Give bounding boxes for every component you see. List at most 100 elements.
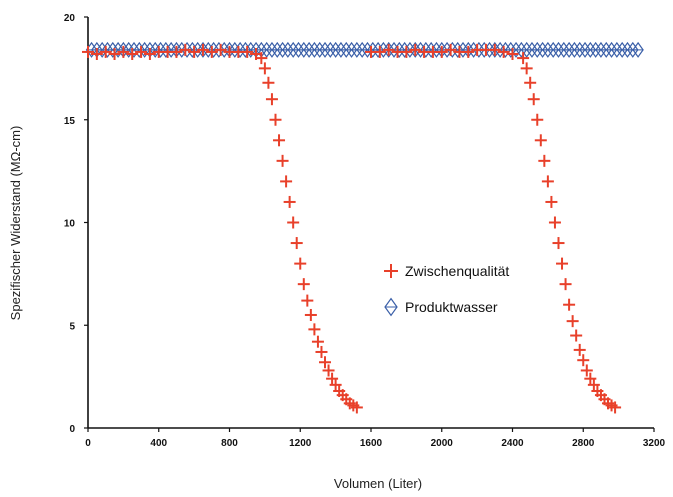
data-point: [556, 257, 569, 270]
data-point: [143, 47, 156, 60]
data-point: [265, 93, 278, 106]
legend-item: Zwischenqualität: [384, 263, 509, 279]
data-point: [566, 315, 579, 328]
data-point: [301, 294, 314, 307]
data-point: [179, 43, 192, 56]
data-point: [280, 175, 293, 188]
data-point: [545, 195, 558, 208]
data-point: [205, 45, 218, 58]
data-point: [99, 45, 112, 58]
legend-marker: [384, 297, 398, 317]
data-point: [534, 134, 547, 147]
data-point: [548, 216, 561, 229]
series-zwischenqualitaet: [82, 43, 622, 414]
legend: Zwischenqualität Produktwasser: [384, 263, 509, 317]
legend-label: Produktwasser: [405, 299, 498, 315]
x-tick-label: 2400: [501, 438, 524, 449]
data-point: [538, 154, 551, 167]
data-point: [276, 154, 289, 167]
data-point: [609, 401, 622, 414]
data-point: [294, 257, 307, 270]
data-point: [322, 364, 335, 377]
data-point: [241, 45, 254, 58]
tick-labels: 0 400 800 1200 1600 2000 2400 2800 3200 0 5 10 15 20: [64, 13, 666, 449]
x-tick-label: 0: [85, 438, 91, 449]
data-point: [297, 278, 310, 291]
y-axis-title: Spezifischer Widerstand (MΩ-cm): [8, 126, 23, 321]
data-point: [315, 345, 328, 358]
y-tick-label: 5: [69, 321, 75, 332]
data-point: [170, 45, 183, 58]
x-tick-label: 2000: [431, 438, 454, 449]
data-point: [350, 401, 363, 414]
data-point: [382, 43, 395, 56]
data-point: [326, 372, 339, 385]
data-point: [580, 364, 593, 377]
data-point: [311, 335, 324, 348]
data-point: [573, 343, 586, 356]
y-tick-label: 10: [64, 219, 76, 230]
data-point: [304, 308, 317, 321]
data-point: [524, 76, 537, 89]
data-point: [517, 52, 530, 65]
data-point: [444, 43, 457, 56]
data-point: [255, 52, 268, 65]
y-tick-label: 20: [64, 13, 76, 24]
data-point: [308, 323, 321, 336]
data-point: [552, 237, 565, 250]
data-point: [269, 113, 282, 126]
data-point: [287, 216, 300, 229]
x-tick-label: 2800: [572, 438, 595, 449]
legend-marker: [384, 264, 398, 278]
data-point: [488, 43, 501, 56]
x-tick-label: 1600: [360, 438, 383, 449]
data-point: [497, 45, 510, 58]
data-point: [527, 93, 540, 106]
data-point: [520, 62, 533, 75]
y-tick-label: 0: [69, 424, 75, 435]
data-point: [108, 47, 121, 60]
data-point: [506, 47, 519, 60]
data-point: [329, 378, 342, 391]
data-point: [135, 45, 148, 58]
series-layer: [82, 41, 644, 414]
x-axis-title: Volumen (Liter): [334, 476, 422, 491]
x-tick-label: 1200: [289, 438, 312, 449]
data-point: [196, 43, 209, 56]
data-point: [188, 45, 201, 58]
data-point: [126, 47, 139, 60]
data-point: [90, 47, 103, 60]
data-point: [214, 43, 227, 56]
x-tick-label: 800: [221, 438, 238, 449]
data-point: [570, 329, 583, 342]
data-point: [290, 237, 303, 250]
data-point: [632, 41, 644, 58]
data-point: [563, 298, 576, 311]
data-point: [400, 45, 413, 58]
data-point: [117, 45, 130, 58]
y-tick-label: 15: [64, 116, 76, 127]
data-point: [273, 134, 286, 147]
data-point: [541, 175, 554, 188]
x-tick-label: 3200: [643, 438, 666, 449]
data-point: [587, 378, 600, 391]
data-point: [577, 354, 590, 367]
data-point: [531, 113, 544, 126]
data-point: [559, 278, 572, 291]
data-point: [82, 45, 94, 58]
legend-item: Produktwasser: [384, 297, 498, 317]
legend-label: Zwischenqualität: [405, 263, 509, 279]
data-point: [262, 76, 275, 89]
data-point: [462, 45, 475, 58]
data-point: [435, 45, 448, 58]
data-point: [409, 43, 422, 56]
data-point: [584, 372, 597, 385]
data-point: [283, 195, 296, 208]
data-point: [373, 45, 386, 58]
x-tick-label: 400: [150, 438, 167, 449]
series-produktwasser: [85, 41, 644, 58]
axes: [84, 16, 655, 432]
data-point: [319, 356, 332, 369]
data-point: [258, 62, 271, 75]
